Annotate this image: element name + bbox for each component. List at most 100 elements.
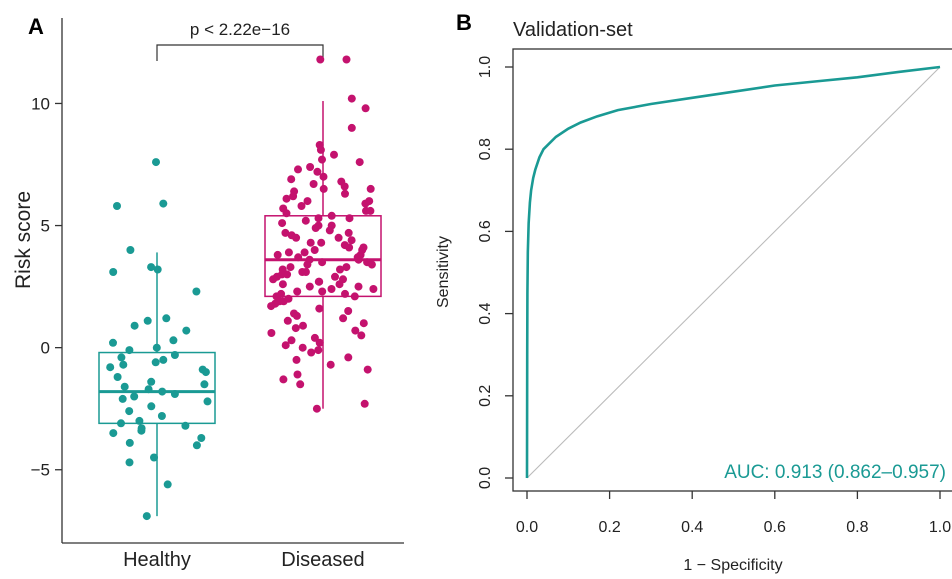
data-point (143, 316, 152, 325)
data-point (318, 287, 327, 296)
data-point (125, 438, 134, 447)
data-point (159, 355, 168, 364)
data-point (339, 314, 348, 323)
y-tick-label: 1.0 (477, 56, 494, 78)
data-point (327, 211, 336, 220)
data-point (327, 285, 336, 293)
data-point (106, 363, 115, 372)
roc-y-ticks: 0.0 0.2 0.4 0.6 0.8 1.0 (477, 56, 513, 489)
data-point (119, 360, 128, 369)
data-point (359, 319, 368, 328)
data-point (282, 209, 291, 218)
data-point (203, 397, 212, 406)
data-point (294, 253, 303, 262)
data-point (366, 206, 375, 215)
data-point (319, 184, 328, 193)
data-point (297, 202, 306, 210)
box-iqr (98, 351, 216, 425)
y-tick-label: −5 (31, 461, 50, 480)
data-point (305, 282, 314, 291)
data-point (363, 365, 372, 374)
data-point (360, 399, 369, 408)
data-point (342, 55, 351, 64)
data-point (125, 458, 134, 467)
data-point (135, 416, 144, 425)
data-point (354, 282, 363, 291)
y-tick-label: 0 (41, 339, 50, 358)
data-point (147, 377, 156, 386)
data-point (293, 287, 302, 296)
roc-diagonal-reference-line (526, 66, 941, 479)
data-point (125, 346, 134, 355)
data-point (345, 214, 354, 223)
data-point (313, 167, 322, 176)
x-tick-label: 0.6 (764, 519, 786, 536)
data-point (296, 380, 305, 389)
data-point (192, 287, 201, 296)
data-point (109, 429, 118, 438)
data-point (281, 341, 290, 350)
data-point (326, 360, 335, 369)
data-point (286, 263, 295, 272)
auc-annotation: AUC: 0.913 (0.862–0.957) (724, 462, 946, 483)
group-healthy (98, 158, 216, 521)
data-point (278, 219, 287, 228)
roc-x-ticks: 0.0 0.2 0.4 0.6 0.8 1.0 (516, 491, 951, 536)
data-point (331, 272, 339, 281)
data-point (152, 158, 160, 167)
data-point (294, 165, 302, 174)
data-point (367, 260, 376, 269)
data-point (125, 407, 134, 416)
data-point (153, 265, 162, 274)
data-point (318, 258, 327, 267)
data-point (291, 324, 300, 333)
data-point (287, 336, 296, 345)
data-point (345, 243, 354, 252)
data-point (361, 199, 370, 208)
data-point (192, 441, 201, 450)
data-point (292, 311, 301, 320)
data-point (351, 326, 360, 335)
panel-b-letter: B (456, 10, 472, 35)
data-point (273, 250, 282, 259)
y-tick-label: 5 (41, 217, 50, 236)
data-point (341, 189, 349, 198)
data-point (281, 228, 290, 237)
x-tick-label: 0.8 (846, 519, 868, 536)
roc-chart-title: Validation-set (513, 19, 633, 41)
data-point (334, 233, 343, 242)
data-point (347, 236, 356, 245)
data-point (361, 104, 370, 113)
data-point (300, 248, 309, 257)
data-point (162, 314, 171, 323)
data-point (182, 326, 191, 335)
data-point (350, 292, 359, 301)
roc-curve-line (525, 65, 941, 479)
data-point (303, 260, 312, 269)
data-point (366, 184, 375, 193)
data-point (109, 338, 117, 347)
panel-b: B Validation-set 0.0 0.2 0.4 0.6 0.8 1.0 0.0 0… (435, 10, 952, 574)
data-point (279, 375, 288, 384)
x-tick-label: 0.0 (516, 519, 538, 536)
data-point (201, 368, 210, 377)
data-point (147, 402, 156, 411)
data-point (316, 145, 325, 154)
data-point (137, 426, 146, 435)
data-point (314, 346, 323, 355)
y-tick-label: 0.0 (477, 467, 494, 489)
category-label-diseased: Diseased (281, 549, 364, 571)
data-point (170, 351, 179, 359)
roc-y-axis-title: Sensitivity (435, 236, 452, 308)
data-point (344, 353, 353, 362)
panel-a-groups (98, 55, 382, 521)
data-point (344, 307, 353, 315)
data-point (306, 163, 315, 171)
group-diseased (264, 55, 382, 413)
data-point (316, 55, 325, 64)
data-point (309, 180, 318, 188)
data-point (369, 285, 378, 293)
data-point (307, 348, 316, 357)
data-point (117, 353, 126, 362)
data-point (310, 333, 319, 342)
